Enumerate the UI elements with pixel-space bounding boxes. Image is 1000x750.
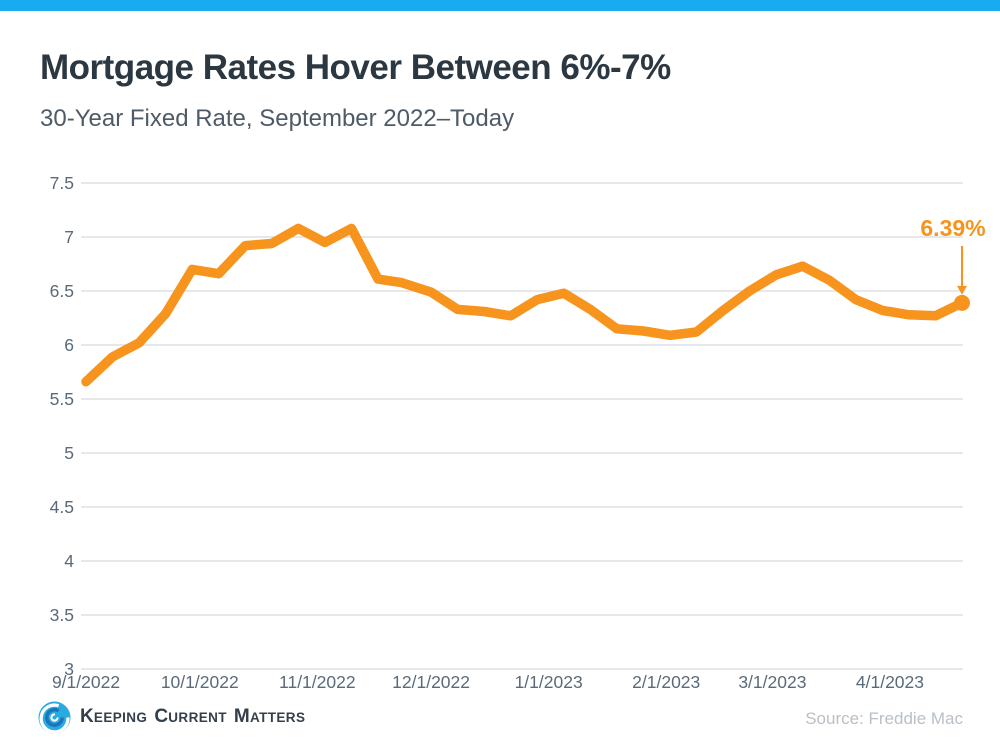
svg-text:3: 3	[64, 659, 74, 679]
top-accent-bar	[0, 0, 1000, 11]
kcm-brand: KEEPING CURRENT MATTERS	[38, 701, 312, 734]
footer: KEEPING CURRENT MATTERS Source: Freddie Ma…	[38, 698, 963, 736]
svg-text:4.5: 4.5	[50, 497, 74, 517]
svg-text:4: 4	[64, 551, 74, 571]
svg-text:5.5: 5.5	[50, 389, 74, 409]
mortgage-rates-line-chart: 3 3.5 4 4.5 5 5.5 6 6.5 7 7.5 9/1/2022 10/1/2022 11/…	[50, 173, 986, 692]
chart-subtitle: 30-Year Fixed Rate, September 2022–Today	[40, 105, 515, 132]
svg-text:4/1/2023: 4/1/2023	[856, 672, 924, 692]
svg-text:11/1/2022: 11/1/2022	[279, 672, 356, 692]
svg-text:1/1/2023: 1/1/2023	[515, 672, 583, 692]
brand-wordmark: KEEPING CURRENT MATTERS	[80, 706, 306, 727]
svg-text:6.5: 6.5	[50, 281, 74, 301]
svg-text:3.5: 3.5	[50, 605, 74, 625]
svg-text:5: 5	[64, 443, 74, 463]
svg-text:7.5: 7.5	[50, 173, 74, 193]
svg-text:3/1/2023: 3/1/2023	[738, 672, 806, 692]
svg-text:9/1/2022: 9/1/2022	[52, 672, 120, 692]
svg-text:6.39%: 6.39%	[920, 215, 985, 241]
svg-text:2/1/2023: 2/1/2023	[632, 672, 700, 692]
svg-text:10/1/2022: 10/1/2022	[161, 672, 239, 692]
page-title: Mortgage Rates Hover Between 6%-7%	[40, 48, 671, 87]
source-attribution: Source: Freddie Mac	[805, 709, 963, 728]
svg-text:12/1/2022: 12/1/2022	[392, 672, 470, 692]
svg-text:6: 6	[64, 335, 74, 355]
kcm-logo-swirl-icon	[38, 701, 71, 734]
svg-text:7: 7	[64, 227, 74, 247]
